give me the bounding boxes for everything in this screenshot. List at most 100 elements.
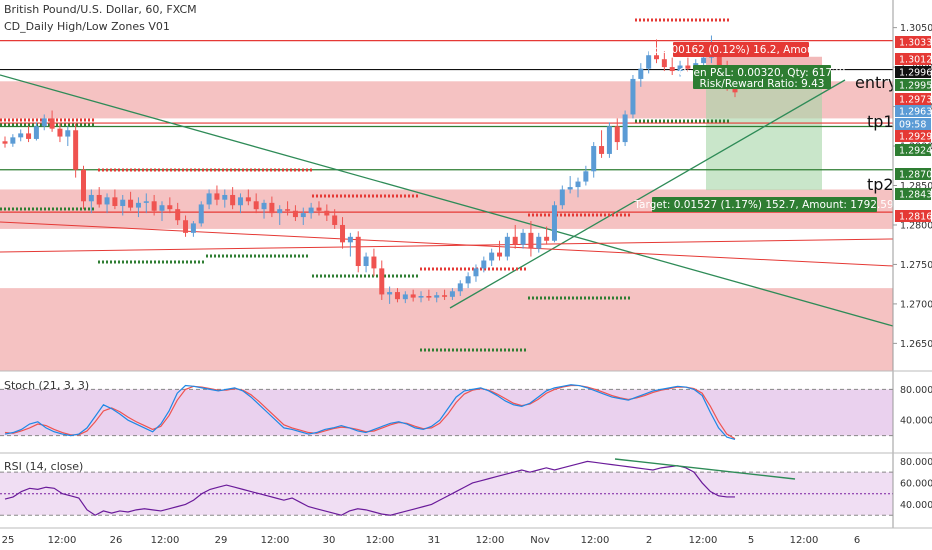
candle: [340, 224, 346, 243]
candle: [143, 201, 149, 203]
price-label: 1.29736: [899, 95, 932, 106]
zone-dot: [328, 274, 330, 278]
time-tick-label: 6: [854, 535, 860, 546]
zone-dot: [628, 213, 630, 217]
zone-dot: [344, 274, 346, 278]
candle: [520, 232, 526, 245]
zone-dot: [667, 119, 669, 123]
candle: [442, 295, 448, 297]
zone-dot: [424, 267, 426, 271]
zone-dot: [643, 119, 645, 123]
zone-dot: [20, 118, 22, 122]
zone-dot: [98, 260, 100, 264]
zone-dot: [572, 296, 574, 300]
zone-dot: [114, 260, 116, 264]
zone-dot: [588, 296, 590, 300]
candle: [599, 146, 605, 154]
zone-dot: [620, 213, 622, 217]
candle: [544, 236, 550, 241]
zone-dot: [356, 194, 358, 198]
zone-dot: [118, 260, 120, 264]
zone-dot: [0, 207, 2, 211]
zone-dot: [536, 296, 538, 300]
stop-label: Stop: 0.00162 (0.12%) 16.2, Amount: 750: [631, 44, 852, 56]
zone-dot: [198, 168, 200, 172]
zone-dot: [496, 348, 498, 352]
candle: [677, 65, 683, 72]
zone-dot: [372, 274, 374, 278]
stoch-pane[interactable]: [0, 384, 893, 441]
zone-dot: [32, 123, 34, 127]
candle: [418, 296, 424, 298]
candle: [198, 204, 204, 224]
zone-dot: [472, 267, 474, 271]
zone-dot: [364, 274, 366, 278]
zone-dot: [222, 168, 224, 172]
zone-dot: [278, 254, 280, 258]
zone-dot: [84, 123, 86, 127]
rsi-pane[interactable]: [0, 458, 893, 516]
price-label: 1.28163: [899, 212, 932, 223]
candle: [308, 207, 314, 214]
zone-dot: [198, 260, 200, 264]
zone-dot: [671, 119, 673, 123]
candle: [10, 137, 16, 144]
zone-dot: [76, 118, 78, 122]
zone-dot: [40, 118, 42, 122]
zone-dot: [250, 168, 252, 172]
price-label-box: [895, 130, 931, 142]
zone-dot: [320, 194, 322, 198]
zone-dot: [655, 18, 657, 22]
zone-dot: [4, 207, 6, 211]
zone-dot: [719, 18, 721, 22]
zone-dot: [110, 168, 112, 172]
price-tick-label: 1.26500: [900, 339, 932, 350]
zone-dot: [250, 254, 252, 258]
zone-dot: [88, 207, 90, 211]
zone-dot: [222, 254, 224, 258]
zone-dot: [416, 194, 418, 198]
zone-dot: [12, 118, 14, 122]
zone-dot: [226, 254, 228, 258]
zone-dot: [294, 254, 296, 258]
zone-dot: [568, 296, 570, 300]
zone-dot: [540, 213, 542, 217]
zone-dot: [679, 119, 681, 123]
zone-dot: [492, 267, 494, 271]
zone-dot: [512, 348, 514, 352]
candle: [214, 193, 220, 200]
candle: [104, 197, 110, 205]
zone-dot: [508, 348, 510, 352]
candle: [449, 291, 455, 297]
zone-dot: [492, 348, 494, 352]
zone-dot: [92, 118, 94, 122]
zone-dot: [460, 267, 462, 271]
price-label-box: [895, 66, 931, 78]
zone-dot: [468, 267, 470, 271]
candle: [606, 126, 612, 154]
price-label: 09:58: [899, 120, 926, 131]
zone-dot: [32, 118, 34, 122]
zone-dot: [174, 168, 176, 172]
stoch-tick-label: 80.0000: [900, 385, 932, 396]
zone-dot: [488, 267, 490, 271]
zone-dot: [584, 213, 586, 217]
zone-dot: [88, 123, 90, 127]
zone-dot: [28, 118, 30, 122]
zone-dot: [584, 296, 586, 300]
zone-dot: [230, 254, 232, 258]
zone-dot: [576, 296, 578, 300]
zone-dot: [98, 168, 100, 172]
zone-dot: [616, 296, 618, 300]
candle: [481, 260, 487, 269]
zone-dot: [28, 207, 30, 211]
zone-dot: [635, 119, 637, 123]
time-tick-label: 12:00: [581, 535, 610, 546]
zone-dot: [162, 260, 164, 264]
price-pane[interactable]: Stop: 0.00162 (0.12%) 16.2, Amount: 750 O…: [0, 18, 897, 372]
zone-dot: [302, 254, 304, 258]
zone-dot: [92, 123, 94, 127]
candle: [292, 210, 298, 218]
zone-dot: [400, 274, 402, 278]
